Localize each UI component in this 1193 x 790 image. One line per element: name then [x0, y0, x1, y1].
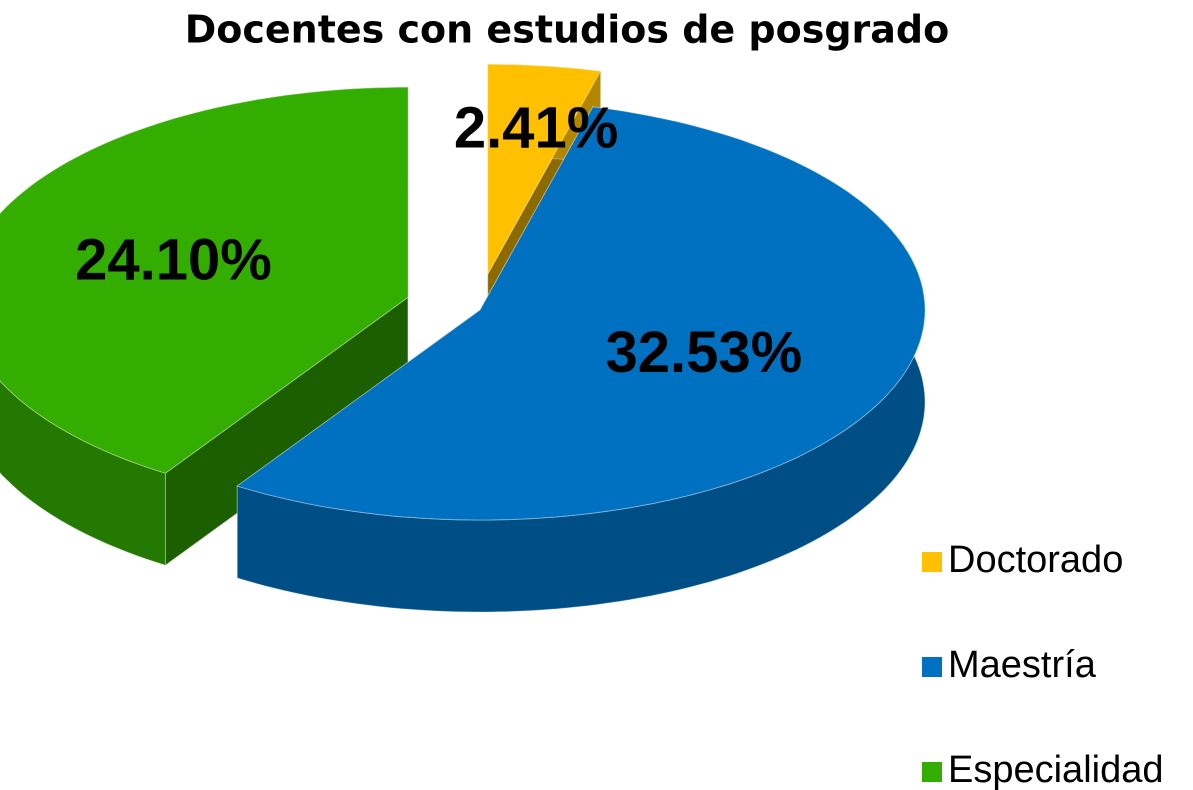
- legend-swatch: [922, 657, 942, 677]
- data-label: 24.10%: [75, 228, 272, 293]
- legend-swatch: [922, 762, 942, 782]
- slice-top: [236, 106, 926, 521]
- slice: [236, 104, 926, 613]
- slice-top: [487, 63, 602, 277]
- legend-label: Especialidad: [948, 749, 1163, 790]
- slice-top: [0, 86, 409, 474]
- legend-label: Doctorado: [948, 539, 1123, 581]
- data-label: 32.53%: [605, 320, 802, 385]
- legend-swatch: [922, 552, 942, 572]
- slice: [0, 86, 409, 567]
- chart-title: Docentes con estudios de posgrado: [185, 8, 950, 52]
- legend-label: Maestría: [948, 644, 1097, 686]
- data-label: 2.41%: [454, 96, 618, 161]
